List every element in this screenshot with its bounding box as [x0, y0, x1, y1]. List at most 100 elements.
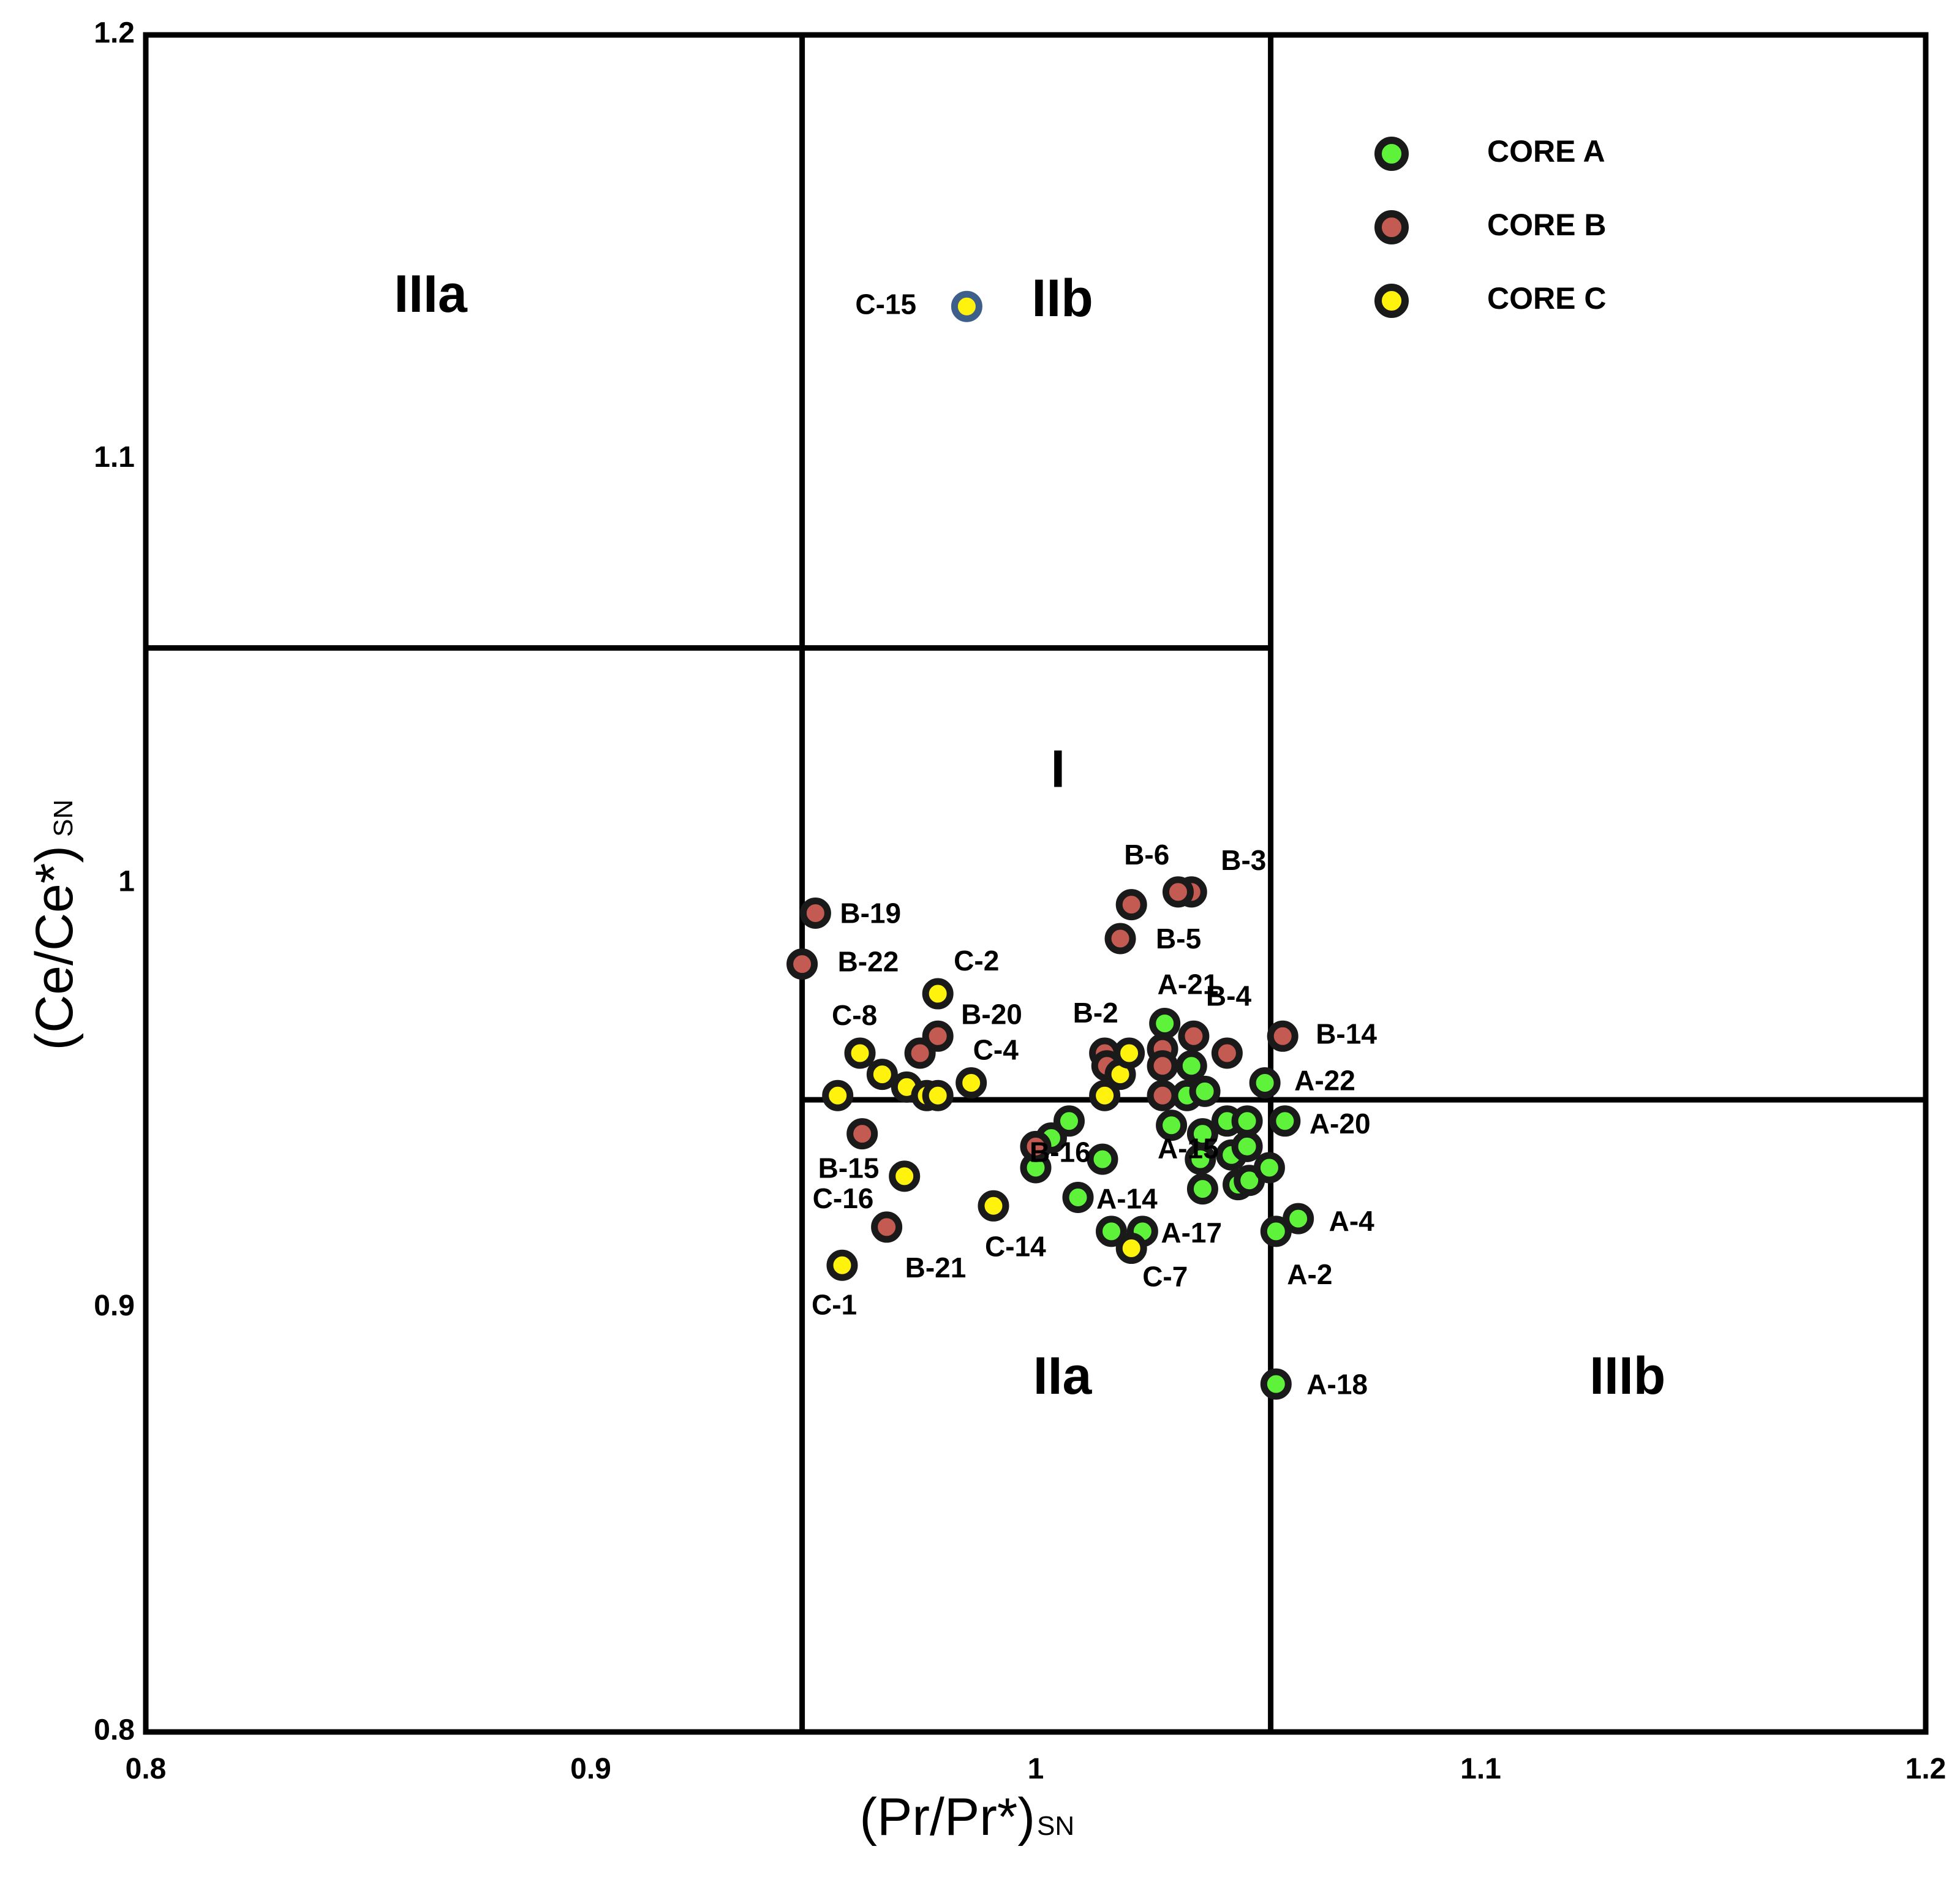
y-tick-label: 1.1 [94, 441, 135, 474]
point-core-b-9 [846, 1118, 878, 1150]
point-core-a-24 [1231, 1130, 1263, 1162]
x-axis-title-subscript: SN [1037, 1811, 1074, 1841]
point-core-c-3 [956, 1067, 987, 1098]
point-core-b-4 [786, 948, 818, 980]
point-label-b-20: B-20 [961, 998, 1022, 1030]
legend-marker-core-b [1374, 210, 1409, 244]
point-core-a-11 [1053, 1105, 1085, 1137]
region-label-IIb: IIb [1031, 269, 1093, 328]
point-label-c-15: C-15 [855, 288, 916, 320]
point-core-b-16 [1147, 1050, 1178, 1082]
point-core-c-6 [1115, 1233, 1147, 1265]
point-label-a-2: A-2 [1287, 1258, 1332, 1290]
point-labels: A-21 A-22 A-20 A-15A-14A-17 A-4 A-2 A-18 B-6 B-3… [812, 288, 1377, 1400]
point-core-a-26 [1253, 1152, 1285, 1184]
y-tick-label: 1.2 [94, 17, 135, 50]
legend-label: CORE B [1487, 208, 1606, 242]
point-core-b-2 [1104, 923, 1136, 955]
y-axis-title-subscript: SN [48, 800, 78, 837]
point-label-c-1: C-1 [812, 1288, 857, 1320]
point-core-b-3 [799, 897, 831, 929]
region-label-IIIb: IIIb [1589, 1347, 1665, 1405]
point-core-a-18 [1185, 1143, 1216, 1175]
point-label-b-4: B-4 [1206, 980, 1252, 1011]
point-label-a-15: A-15 [1158, 1132, 1219, 1164]
point-core-a-4 [1062, 1181, 1094, 1213]
legend-marker-core-a [1374, 137, 1409, 171]
point-core-a-2 [1269, 1105, 1301, 1137]
point-core-b-10 [871, 1211, 903, 1243]
point-core-a-7 [1260, 1215, 1292, 1247]
point-core-a-6 [1283, 1203, 1314, 1234]
region-label-IIIa: IIIa [394, 265, 468, 323]
point-core-b-0 [1115, 889, 1147, 921]
point-label-b-5: B-5 [1156, 923, 1201, 955]
point-label-a-21: A-21 [1158, 969, 1219, 1000]
x-tick-label: 0.8 [126, 1753, 167, 1785]
point-label-b-19: B-19 [840, 898, 901, 929]
y-tick-label: 0.8 [94, 1714, 135, 1747]
x-tick-label: 1 [1028, 1753, 1044, 1785]
point-core-c-12 [922, 1079, 954, 1111]
point-label-b-6: B-6 [1124, 839, 1169, 871]
point-core-a-3 [1087, 1143, 1118, 1175]
point-core-c-4 [889, 1160, 921, 1192]
y-tick-labels: 0.8 0.9 1 1.1 1.2 [94, 17, 135, 1747]
point-core-c-1 [922, 978, 954, 1010]
point-core-c-2 [844, 1037, 876, 1069]
point-core-b-11 [1020, 1130, 1052, 1162]
point-label-c-16: C-16 [813, 1182, 874, 1214]
point-core-a-19 [1186, 1173, 1218, 1205]
point-label-c-2: C-2 [954, 945, 999, 977]
y-axis-title-group: (Ce/Ce*) SN [25, 800, 84, 1051]
point-label-c-7: C-7 [1142, 1261, 1188, 1293]
point-label-c-4: C-4 [973, 1034, 1019, 1066]
legend: CORE A CORE B CORE C [1374, 134, 1606, 318]
point-label-b-3: B-3 [1221, 844, 1266, 876]
region-dividers [146, 35, 1926, 1732]
y-tick-label: 1 [118, 866, 135, 898]
point-core-c-13 [1089, 1079, 1121, 1111]
x-tick-label: 1.1 [1460, 1753, 1501, 1785]
point-label-c-14: C-14 [985, 1230, 1046, 1262]
point-label-b-2: B-2 [1073, 997, 1118, 1029]
point-core-c-9 [866, 1059, 898, 1091]
point-core-b-18 [1211, 1037, 1243, 1069]
x-axis-title: (Pr/Pr*) [859, 1788, 1035, 1847]
point-core-c-0 [951, 290, 982, 322]
legend-label: CORE C [1487, 281, 1606, 316]
point-label-b-14: B-14 [1316, 1018, 1377, 1049]
point-core-a-0 [1149, 1008, 1181, 1040]
y-tick-label: 0.9 [94, 1290, 135, 1322]
point-core-b-12 [1162, 876, 1194, 908]
point-core-b-8 [1267, 1020, 1298, 1052]
point-core-a-15 [1175, 1050, 1207, 1082]
point-core-b-17 [1147, 1079, 1178, 1111]
data-points [786, 290, 1314, 1400]
point-core-b-5 [922, 1020, 954, 1052]
point-label-a-4: A-4 [1329, 1205, 1375, 1237]
point-core-c-7 [826, 1249, 858, 1281]
point-core-b-13 [904, 1037, 936, 1069]
point-label-a-18: A-18 [1306, 1368, 1368, 1400]
point-label-a-22: A-22 [1294, 1065, 1355, 1097]
point-label-b-15: B-15 [818, 1152, 880, 1184]
point-core-a-8 [1260, 1368, 1292, 1400]
point-core-a-23 [1231, 1105, 1263, 1137]
region-label-I: I [1050, 740, 1065, 799]
x-tick-label: 1.2 [1905, 1753, 1947, 1785]
point-core-b-7 [1178, 1020, 1210, 1052]
point-label-a-14: A-14 [1096, 1183, 1158, 1215]
point-core-c-5 [978, 1190, 1009, 1222]
point-core-c-8 [822, 1079, 854, 1111]
point-core-a-13 [1156, 1110, 1188, 1141]
region-label-IIa: IIa [1033, 1347, 1093, 1405]
point-label-a-20: A-20 [1310, 1108, 1371, 1140]
y-axis-title: (Ce/Ce*) [25, 845, 84, 1051]
legend-marker-core-c [1374, 284, 1409, 318]
point-label-b-22: B-22 [838, 946, 899, 978]
point-label-b-16: B-16 [1030, 1136, 1091, 1168]
